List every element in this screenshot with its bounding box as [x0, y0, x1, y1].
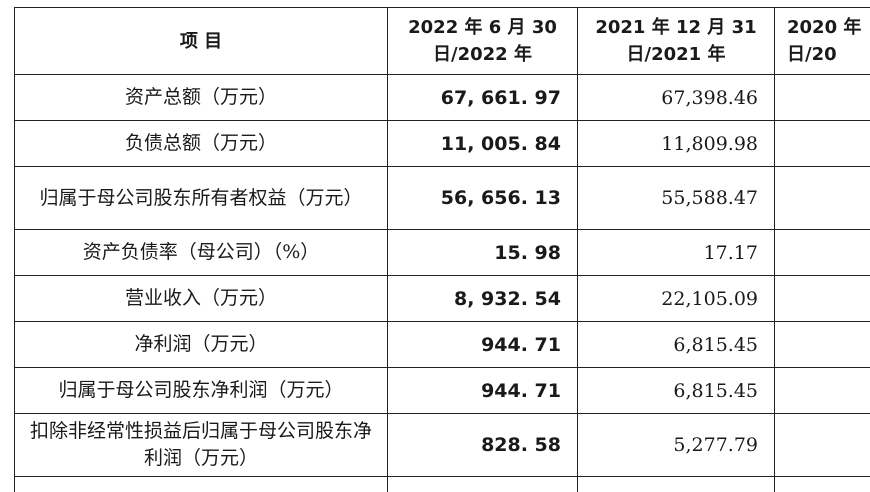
table-row: 扣除非经常性损益后归属于母公司股东净利润（万元） 828. 58 5,277.7…: [14, 413, 870, 477]
header-2022: 2022 年 6 月 30 日/2022 年: [387, 7, 578, 75]
table-row: 归属于母公司股东净利润（万元） 944. 71 6,815.45 4: [14, 367, 870, 414]
value-2022: 15. 98: [387, 229, 578, 276]
value-2022: 8, 932. 54: [387, 275, 578, 322]
row-label: 资产总额（万元）: [14, 74, 388, 121]
value-2021: 55,588.47: [577, 166, 775, 230]
value-2022: 944. 71: [387, 367, 578, 414]
value-2020: 1:: [774, 275, 870, 322]
table-row: 负债总额（万元） 11, 005. 84 11,809.98 1(: [14, 120, 870, 167]
table-row: 营业收入（万元） 8, 932. 54 22,105.09 1:: [14, 275, 870, 322]
value-2020: 4:: [774, 166, 870, 230]
table-row: 资产负债率（母公司）（%） 15. 98 17.17: [14, 229, 870, 276]
header-2020: 2020 年日/20: [774, 7, 870, 75]
empty-cell: [774, 476, 870, 492]
row-label: 扣除非经常性损益后归属于母公司股东净利润（万元）: [14, 413, 388, 477]
table-row: 资产总额（万元） 67, 661. 97 67,398.46 5:: [14, 74, 870, 121]
value-2021: 6,815.45: [577, 321, 775, 368]
empty-cell: [387, 476, 578, 492]
value-2020: 1(: [774, 120, 870, 167]
table-row: 净利润（万元） 944. 71 6,815.45 4: [14, 321, 870, 368]
value-2021: 17.17: [577, 229, 775, 276]
value-2020: [774, 229, 870, 276]
value-2022: 828. 58: [387, 413, 578, 477]
value-2022: 11, 005. 84: [387, 120, 578, 167]
row-label: 归属于母公司股东净利润（万元）: [14, 367, 388, 414]
value-2021: 6,815.45: [577, 367, 775, 414]
value-2020: 4: [774, 321, 870, 368]
row-label: 负债总额（万元）: [14, 120, 388, 167]
empty-cell: [14, 476, 388, 492]
financial-summary-table: 项 目 2022 年 6 月 30 日/2022 年 2021 年 12 月 31…: [14, 7, 870, 492]
value-2021: 22,105.09: [577, 275, 775, 322]
table-row: 归属于母公司股东所有者权益（万元） 56, 656. 13 55,588.47 …: [14, 166, 870, 230]
row-label: 归属于母公司股东所有者权益（万元）: [14, 166, 388, 230]
value-2021: 11,809.98: [577, 120, 775, 167]
value-2020: 4: [774, 367, 870, 414]
empty-cell: [577, 476, 775, 492]
value-2020: 5:: [774, 74, 870, 121]
value-2022: 944. 71: [387, 321, 578, 368]
row-label: 营业收入（万元）: [14, 275, 388, 322]
header-item: 项 目: [14, 7, 388, 75]
value-2021: 5,277.79: [577, 413, 775, 477]
value-2020: 3: [774, 413, 870, 477]
value-2021: 67,398.46: [577, 74, 775, 121]
row-label: 资产负债率（母公司）（%）: [14, 229, 388, 276]
value-2022: 56, 656. 13: [387, 166, 578, 230]
table-header-row: 项 目 2022 年 6 月 30 日/2022 年 2021 年 12 月 31…: [14, 7, 870, 75]
header-2021: 2021 年 12 月 31 日/2021 年: [577, 7, 775, 75]
value-2022: 67, 661. 97: [387, 74, 578, 121]
row-label: 净利润（万元）: [14, 321, 388, 368]
table-row-cut-off: [14, 476, 870, 492]
